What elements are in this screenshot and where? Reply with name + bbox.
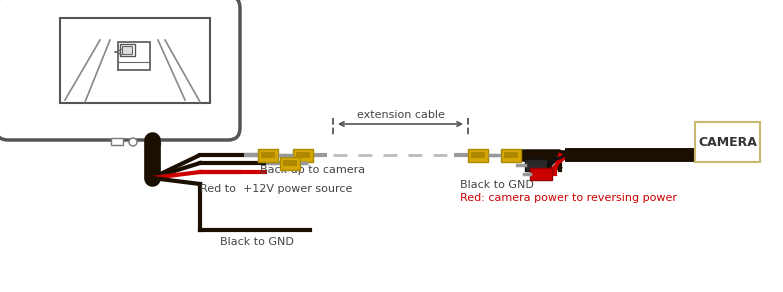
- Bar: [261, 152, 275, 158]
- Text: Back up to camera: Back up to camera: [260, 165, 365, 175]
- Bar: [120, 44, 135, 56]
- Bar: [148, 138, 160, 145]
- Bar: [280, 157, 300, 169]
- Bar: [525, 159, 547, 171]
- Bar: [471, 152, 485, 158]
- Bar: [283, 160, 297, 166]
- Bar: [468, 149, 488, 161]
- FancyBboxPatch shape: [0, 0, 240, 140]
- Bar: [111, 138, 123, 145]
- Text: Red: camera power to reversing power: Red: camera power to reversing power: [460, 193, 677, 203]
- Text: CAMERA: CAMERA: [698, 135, 757, 149]
- Bar: [296, 152, 310, 158]
- Bar: [60, 18, 210, 103]
- Bar: [122, 46, 132, 54]
- Bar: [530, 168, 552, 180]
- Text: Black to GND: Black to GND: [220, 237, 294, 247]
- Bar: [293, 149, 313, 161]
- Bar: [118, 42, 150, 70]
- Bar: [504, 152, 518, 158]
- Bar: [501, 149, 521, 161]
- Text: Black to GND: Black to GND: [460, 180, 534, 190]
- Bar: [258, 149, 278, 161]
- Circle shape: [129, 138, 137, 146]
- Text: Red to  +12V power source: Red to +12V power source: [200, 184, 352, 194]
- Bar: [695, 122, 760, 162]
- Text: extension cable: extension cable: [356, 110, 445, 120]
